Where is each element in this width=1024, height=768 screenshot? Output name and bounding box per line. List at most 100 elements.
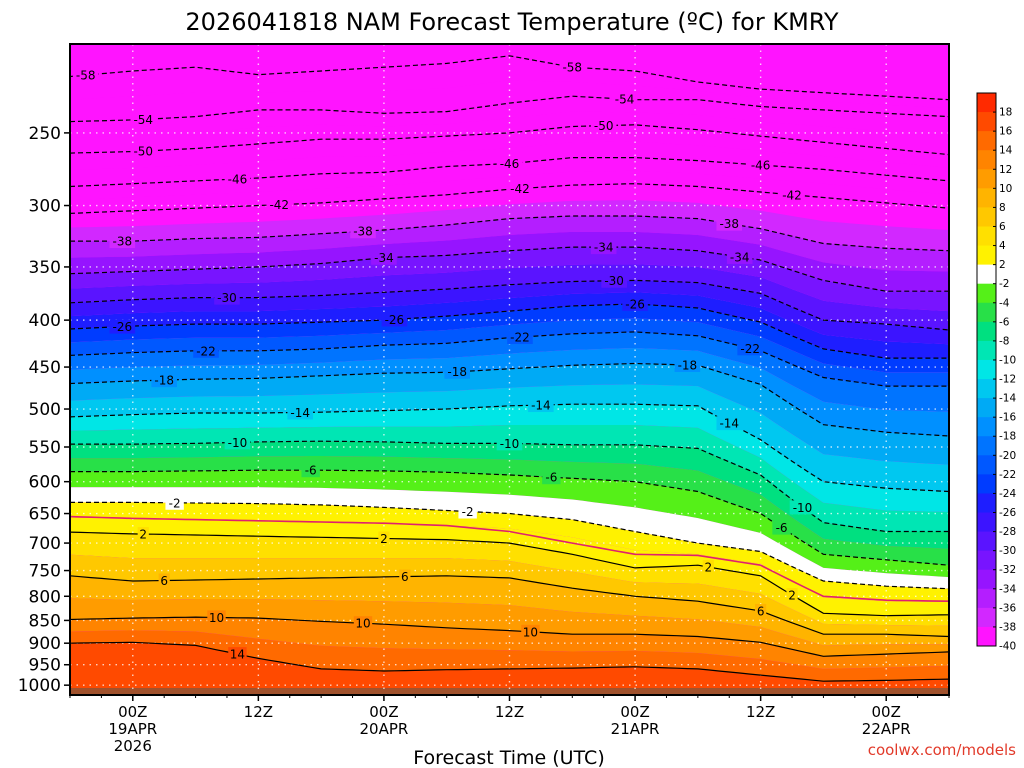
x-tick-label: 19APR	[108, 720, 157, 738]
isotherm-label-text: -10	[500, 437, 520, 451]
colorbar-label: -36	[999, 602, 1016, 614]
y-tick-label: 450	[29, 358, 61, 378]
isotherm-line	[70, 403, 949, 493]
colorbar-label: 18	[999, 107, 1012, 119]
isotherm-label: -30	[214, 290, 240, 305]
isotherm-label-text: 2	[705, 561, 713, 575]
y-tick-label: 800	[29, 587, 61, 607]
isotherm-label: -10	[789, 500, 816, 515]
colorbar-swatch	[977, 588, 996, 609]
isotherm-label: 2	[137, 527, 149, 542]
temp-band	[70, 425, 949, 532]
colorbar-swatch	[977, 550, 996, 571]
colorbar-swatch	[977, 569, 996, 590]
isotherm-label-text: -54	[615, 93, 635, 107]
isotherm-label: -38	[716, 216, 743, 231]
isotherm-line	[70, 440, 949, 533]
colorbar-swatch	[977, 321, 996, 342]
isotherm-label: -6	[772, 520, 791, 535]
isotherm-label-text: 10	[523, 625, 538, 639]
colorbar-swatch	[977, 398, 996, 418]
y-tick-label: 550	[29, 438, 61, 458]
isotherm-label-text: 10	[209, 611, 224, 625]
isotherm-label: -22	[737, 341, 763, 356]
colorbar-label: -4	[999, 297, 1010, 309]
credit-text[interactable]: coolwx.com/models	[868, 741, 1016, 759]
isotherm-label: -2	[165, 495, 184, 510]
isotherm-line	[70, 124, 949, 156]
isotherm-label-text: -58	[562, 61, 582, 75]
temp-band	[70, 183, 949, 230]
y-axis: 250 300 350 400 450 500 550 600 650 700 750 800 850 9…	[18, 124, 70, 696]
isotherm-label-text: -50	[133, 145, 153, 159]
isotherm-line	[70, 641, 949, 682]
temp-band	[70, 141, 949, 187]
temp-band	[70, 517, 949, 616]
isotherm-label-text: -42	[782, 188, 802, 202]
x-tick-label: 12Z	[495, 703, 524, 721]
colorbar-swatch	[977, 417, 996, 437]
temp-band	[70, 441, 949, 549]
temp-band	[70, 532, 949, 626]
isotherm-label: 10	[353, 616, 373, 631]
isotherm-label-text: -18	[447, 365, 467, 379]
temp-band	[70, 264, 949, 330]
isotherm-label-text: -46	[228, 172, 248, 186]
isotherm-label-text: 2	[380, 532, 388, 546]
colorbar-swatch	[977, 474, 996, 494]
isotherm-label: -10	[496, 436, 523, 451]
isotherm-label-text: -26	[385, 313, 405, 327]
isotherm-label: -34	[371, 250, 397, 265]
colorbar-swatch	[977, 340, 996, 361]
colorbar-label: 2	[999, 259, 1006, 271]
isotherm-label-text: -34	[374, 251, 394, 265]
temp-band	[70, 111, 949, 155]
isotherm-label: 10	[207, 610, 226, 625]
temp-band	[70, 200, 949, 251]
isotherm-label-text: -2	[462, 505, 474, 519]
isotherm-label: -38	[109, 234, 136, 249]
isotherm-label: -26	[622, 296, 648, 311]
isotherm-label: -54	[130, 112, 157, 127]
colorbar-swatch	[977, 379, 996, 399]
colorbar-swatch	[977, 188, 996, 208]
y-tick-label: 950	[29, 656, 61, 676]
y-tick-label: 250	[29, 124, 61, 144]
isotherm-label-text: -54	[133, 113, 153, 127]
isotherm-label-text: -46	[751, 159, 771, 173]
chart-title: 2026041818 NAM Forecast Temperature (ºC)…	[185, 8, 839, 36]
isotherm-label: -2	[458, 504, 477, 519]
temp-band	[70, 55, 949, 109]
colorbar-swatch	[977, 112, 996, 132]
isotherm-label: -6	[542, 470, 561, 485]
temp-band	[70, 598, 949, 657]
isotherm-label-text: -26	[113, 320, 133, 334]
colorbar-label: -26	[999, 507, 1016, 519]
isotherm-label: -22	[193, 343, 219, 358]
isotherm-label-text: -38	[113, 235, 133, 249]
temp-band	[70, 80, 949, 122]
colorbar-swatch	[977, 226, 996, 247]
isotherm-label: 14	[228, 647, 247, 662]
colorbar-frame	[976, 92, 997, 647]
colorbar-label: -30	[999, 545, 1016, 557]
colorbar-label: -20	[999, 450, 1016, 462]
temp-band	[70, 642, 949, 695]
colorbar-label: -24	[999, 488, 1016, 500]
x-tick-label: 12Z	[746, 703, 775, 721]
colorbar-swatch	[977, 283, 996, 304]
x-axis-label: Forecast Time (UTC)	[413, 747, 604, 768]
isotherm-label-text: 2	[788, 589, 796, 603]
isotherm-label-text: -18	[678, 358, 698, 372]
x-tick-label: 00Z	[620, 703, 649, 721]
isotherm-label: -14	[528, 398, 554, 413]
isotherm-label: 10	[521, 624, 540, 639]
isotherm-label: -58	[72, 68, 99, 83]
isotherm-label: -34	[726, 249, 753, 264]
colorbar-swatch	[977, 493, 996, 514]
y-tick-label: 900	[29, 634, 61, 654]
isotherm-label: -26	[109, 319, 136, 334]
colorbar-swatch	[977, 531, 996, 552]
colorbar-swatch	[977, 455, 996, 475]
